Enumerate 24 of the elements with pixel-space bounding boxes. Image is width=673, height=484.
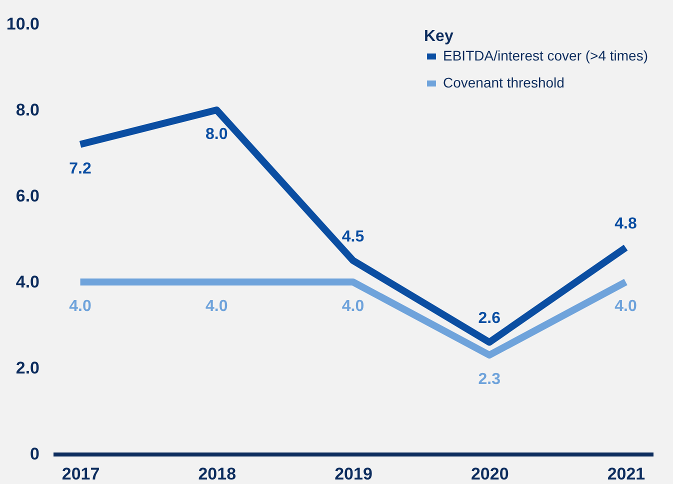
legend-label: Covenant threshold [443,74,564,90]
data-label: 4.8 [614,216,637,233]
data-label: 4.5 [342,228,364,246]
data-label: 7.2 [69,160,92,178]
y-tick-label: 0 [30,444,40,464]
x-tick-label: 2017 [62,464,100,484]
x-tick-label: 2020 [470,464,509,484]
data-label: 8.0 [206,126,228,143]
data-label: 2.3 [478,371,501,388]
data-label: 4.0 [342,298,364,315]
data-label: 4.0 [69,298,92,315]
x-tick-label: 2018 [198,464,236,484]
y-tick-label: 8.0 [16,100,40,120]
y-tick-label: 10.0 [6,14,40,34]
data-label: 4.0 [206,298,228,315]
x-tick-label: 2021 [607,464,646,484]
legend-title: Key [424,28,454,45]
legend-label: EBITDA/interest cover (>4 times) [443,48,648,64]
data-label: 4.0 [614,298,637,315]
x-tick-label: 2019 [334,464,372,484]
y-tick-label: 4.0 [16,272,40,292]
y-tick-label: 6.0 [16,186,40,206]
data-label: 2.6 [478,310,501,328]
y-tick-label: 2.0 [16,358,40,378]
